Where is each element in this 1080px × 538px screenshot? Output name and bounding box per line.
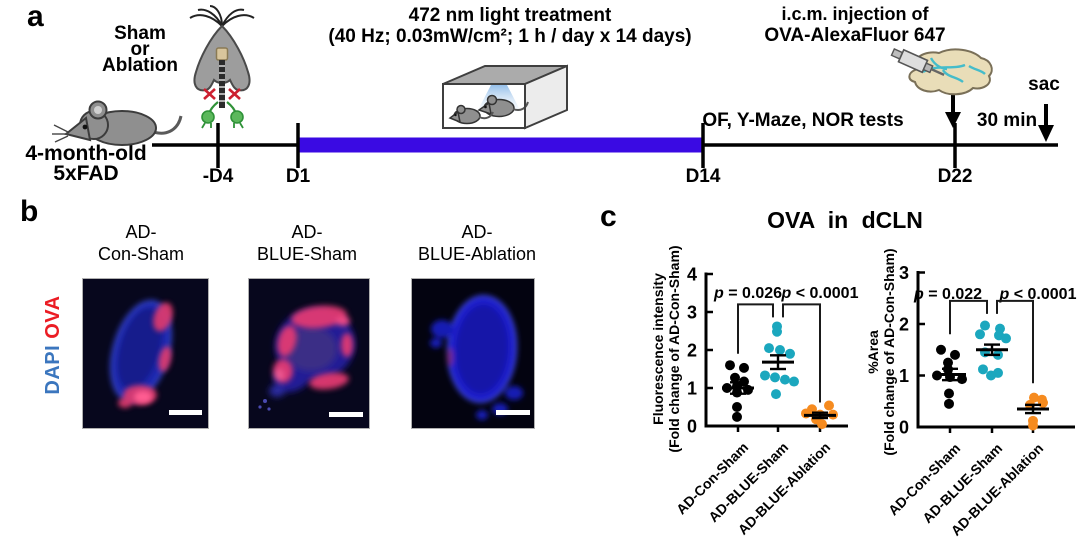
micrograph-label-line1: AD- xyxy=(461,222,493,242)
panel-a-label: a xyxy=(27,0,44,33)
scatter-plot-fluorescence: 0 1 2 3 4 xyxy=(687,265,848,437)
surgery-label-line2: or xyxy=(130,39,150,60)
behavior-tests-label: OF, Y-Maze, NOR tests xyxy=(702,110,904,131)
svg-text:2: 2 xyxy=(899,315,909,335)
scatter-plot-area: 0 1 2 3 xyxy=(899,263,1075,438)
p-text: < 0.0001 xyxy=(791,285,859,302)
micrograph-label-blue-sham: AD- BLUE-Sham xyxy=(232,221,382,265)
svg-text:4: 4 xyxy=(687,265,697,285)
svg-text:3: 3 xyxy=(687,303,697,323)
surgery-label: Sham or Ablation xyxy=(80,23,200,76)
dapi-stain-label: DAPI xyxy=(42,344,64,395)
injection-arrow-icon xyxy=(945,95,961,128)
icm-injection-label-line1: i.c.m. injection of xyxy=(781,4,929,24)
chart-title: OVA in dCLN xyxy=(767,207,923,233)
micrograph-label-line2: BLUE-Ablation xyxy=(417,244,537,264)
svg-text:2: 2 xyxy=(687,341,697,361)
wait-30min-label: 30 min xyxy=(976,110,1038,131)
svg-text:0: 0 xyxy=(687,417,697,437)
cage-mouse-icon-2 xyxy=(448,104,494,125)
light-treatment-params: (40 Hz; 0.03mW/cm²; 1 h / day x 14 days) xyxy=(328,26,692,47)
lymphatic-vessels-icon xyxy=(201,101,244,129)
micrograph-label-line1: AD- xyxy=(291,222,323,242)
timeline-tick-label-d22: D22 xyxy=(937,166,973,187)
scale-bar xyxy=(496,410,530,415)
surgery-label-line3: Ablation xyxy=(102,55,178,76)
stain-legend: DAPI OVA xyxy=(42,277,64,413)
p-symbol: p xyxy=(999,286,1010,303)
cage-icon xyxy=(442,64,568,130)
timeline-tick-label-d4: -D4 xyxy=(202,166,234,187)
svg-text:1: 1 xyxy=(687,379,697,399)
timeline-graphic xyxy=(52,5,1058,168)
light-treatment-bar xyxy=(298,137,703,153)
timeline-tick-label-d1: D1 xyxy=(285,166,311,187)
brain-icon xyxy=(908,48,993,96)
icm-injection-label-line2: OVA-AlexaFluor 647 xyxy=(764,25,946,46)
brain-syringe-icon xyxy=(890,48,993,96)
p-symbol: p xyxy=(781,285,792,302)
micrograph-blue-sham xyxy=(248,278,370,429)
light-treatment-title: 472 nm light treatment xyxy=(408,5,612,26)
micrograph-label-line2: Con-Sham xyxy=(97,244,185,264)
cage-mouse-icon xyxy=(477,94,529,118)
sac-label: sac xyxy=(1028,74,1060,95)
scale-bar xyxy=(329,412,363,417)
micrograph-label-blue-ablation: AD- BLUE-Ablation xyxy=(402,221,552,265)
micrograph-label-line2: BLUE-Sham xyxy=(256,244,358,264)
mouse-icon xyxy=(52,100,183,146)
p-text: < 0.0001 xyxy=(1009,286,1077,303)
subject-label: 4-month-old 5xFAD xyxy=(6,142,166,185)
ablation-x-marks xyxy=(203,88,241,100)
scale-bar xyxy=(169,410,202,415)
mouse-head-ablation-icon xyxy=(189,5,255,129)
subject-label-line2: 5xFAD xyxy=(53,162,119,185)
svg-text:1: 1 xyxy=(899,366,909,386)
subject-label-line1: 4-month-old xyxy=(25,142,147,165)
p-text: = 0.022 xyxy=(923,286,983,303)
ova-stain-label: OVA xyxy=(42,295,64,339)
surgery-label-line1: Sham xyxy=(114,23,166,44)
micrograph-blue-ablation xyxy=(411,278,535,429)
svg-text:3: 3 xyxy=(899,263,909,283)
p-text: = 0.026 xyxy=(723,285,783,302)
sac-arrow-icon xyxy=(1038,104,1054,142)
micrograph-con-sham xyxy=(82,278,209,429)
timeline-tick-label-d14: D14 xyxy=(685,166,721,187)
p-symbol: p xyxy=(713,285,724,302)
panel-c-label: c xyxy=(600,200,617,233)
syringe-icon xyxy=(890,48,945,77)
plot1-pvalue-2: p < 0.0001 xyxy=(760,285,880,303)
svg-text:0: 0 xyxy=(899,418,909,438)
panel-b-label: b xyxy=(20,195,39,228)
micrograph-label-con-sham: AD- Con-Sham xyxy=(66,221,216,265)
plot2-pvalue-2: p < 0.0001 xyxy=(978,286,1080,304)
micrograph-label-line1: AD- xyxy=(125,222,157,242)
plot1-pvalue-1: p = 0.026 xyxy=(688,285,808,303)
